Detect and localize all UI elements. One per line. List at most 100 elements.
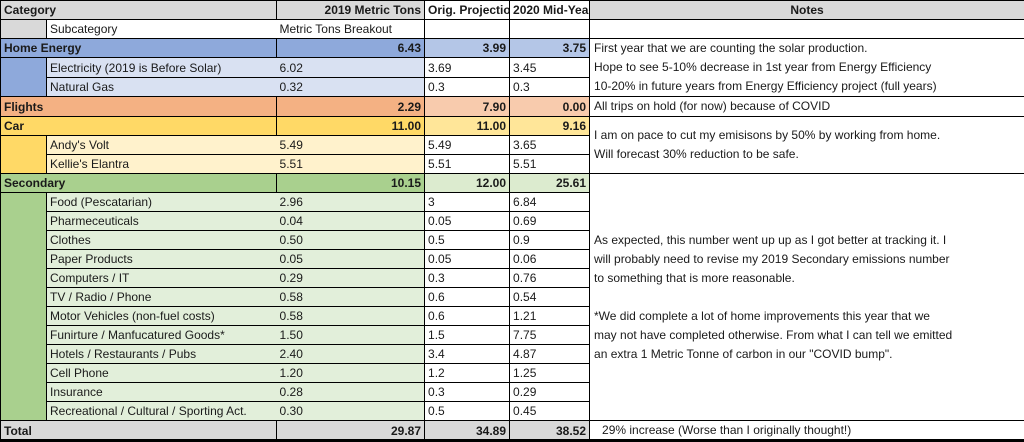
value-mid-cell[interactable]: 0.69 — [509, 211, 591, 231]
secondary-mid-cell[interactable]: 25.61 — [509, 173, 591, 193]
value-mid-cell[interactable]: 7.75 — [509, 325, 591, 345]
value-2019-cell[interactable]: 2.40 — [276, 344, 426, 364]
home-energy-notes-cell[interactable]: First year that we are counting the sola… — [589, 38, 1024, 97]
home-energy-2019-cell[interactable]: 6.43 — [276, 38, 426, 58]
secondary-notes-cell[interactable]: As expected, this number went up up as I… — [589, 173, 1024, 421]
value-mid-cell[interactable]: 1.25 — [509, 363, 591, 383]
value-mid-cell[interactable]: 1.21 — [509, 306, 591, 326]
total-2019-cell[interactable]: 29.87 — [276, 420, 426, 439]
value-proj-cell[interactable]: 1.5 — [424, 325, 511, 345]
value-mid-cell[interactable]: 0.9 — [509, 230, 591, 250]
subcategory-label-cell[interactable]: Pharmeceuticals — [45, 211, 277, 231]
subcategory-label-cell[interactable]: TV / Radio / Phone — [45, 287, 277, 307]
value-2019-cell[interactable]: 5.51 — [276, 154, 426, 174]
value-proj-cell[interactable]: 3.69 — [424, 57, 511, 78]
secondary-label-cell[interactable]: Secondary — [0, 173, 278, 193]
subheader-proj-empty[interactable] — [424, 19, 511, 39]
value-2019-cell[interactable]: 1.20 — [276, 363, 426, 383]
header-2019-metric-tons[interactable]: 2019 Metric Tons — [276, 0, 426, 20]
header-notes[interactable]: Notes — [589, 0, 1024, 20]
home-energy-band[interactable] — [0, 57, 47, 97]
subcategory-label-cell[interactable]: Insurance — [45, 382, 277, 402]
subheader-band[interactable] — [0, 19, 47, 39]
value-2019-cell[interactable]: 0.05 — [276, 249, 426, 269]
value-mid-cell[interactable]: 0.76 — [509, 268, 591, 288]
value-proj-cell[interactable]: 0.5 — [424, 401, 511, 421]
subcategory-label-cell[interactable]: Hotels / Restaurants / Pubs — [45, 344, 277, 364]
total-label-cell[interactable]: Total — [0, 420, 278, 439]
total-notes-cell[interactable]: 29% increase (Worse than I originally th… — [589, 420, 1024, 439]
car-band[interactable] — [0, 135, 47, 174]
value-2019-cell[interactable]: 2.96 — [276, 192, 426, 212]
value-2019-cell[interactable]: 0.30 — [276, 401, 426, 421]
value-proj-cell[interactable]: 5.51 — [424, 154, 511, 174]
subcategory-label-cell[interactable]: Electricity (2019 is Before Solar) — [45, 57, 277, 78]
value-proj-cell[interactable]: 0.3 — [424, 268, 511, 288]
value-proj-cell[interactable]: 0.05 — [424, 249, 511, 269]
car-proj-cell[interactable]: 11.00 — [424, 116, 511, 136]
value-mid-cell[interactable]: 0.54 — [509, 287, 591, 307]
value-mid-cell[interactable]: 3.45 — [509, 57, 591, 78]
subheader-breakout[interactable]: Metric Tons Breakout — [276, 19, 426, 39]
subcategory-label-cell[interactable]: Food (Pescatarian) — [45, 192, 277, 212]
value-mid-cell[interactable]: 3.65 — [509, 135, 591, 155]
secondary-proj-cell[interactable]: 12.00 — [424, 173, 511, 193]
subcategory-label-cell[interactable]: Recreational / Cultural / Sporting Act. — [45, 401, 277, 421]
home-energy-label-cell[interactable]: Home Energy — [0, 38, 278, 58]
value-2019-cell[interactable]: 0.58 — [276, 287, 426, 307]
subcategory-label-cell[interactable]: Clothes — [45, 230, 277, 250]
value-mid-cell[interactable]: 5.51 — [509, 154, 591, 174]
flights-label-cell[interactable]: Flights — [0, 96, 278, 117]
value-proj-cell[interactable]: 0.6 — [424, 287, 511, 307]
value-proj-cell[interactable]: 0.5 — [424, 230, 511, 250]
header-orig-projection[interactable]: Orig. Projection — [424, 0, 511, 20]
subcategory-label-cell[interactable]: Funirture / Manfucatured Goods* — [45, 325, 277, 345]
value-proj-cell[interactable]: 0.3 — [424, 77, 511, 97]
value-2019-cell[interactable]: 0.58 — [276, 306, 426, 326]
value-proj-cell[interactable]: 3 — [424, 192, 511, 212]
value-2019-cell[interactable]: 0.29 — [276, 268, 426, 288]
value-mid-cell[interactable]: 0.06 — [509, 249, 591, 269]
value-mid-cell[interactable]: 4.87 — [509, 344, 591, 364]
subcategory-label-cell[interactable]: Andy's Volt — [45, 135, 277, 155]
value-mid-cell[interactable]: 6.84 — [509, 192, 591, 212]
header-2020-mid-year[interactable]: 2020 Mid-Year — [509, 0, 591, 20]
value-mid-cell[interactable]: 0.45 — [509, 401, 591, 421]
subcategory-label-cell[interactable]: Computers / IT — [45, 268, 277, 288]
car-mid-cell[interactable]: 9.16 — [509, 116, 591, 136]
value-2019-cell[interactable]: 0.50 — [276, 230, 426, 250]
subheader-subcategory[interactable]: Subcategory — [45, 19, 277, 39]
subcategory-label-cell[interactable]: Paper Products — [45, 249, 277, 269]
flights-mid-cell[interactable]: 0.00 — [509, 96, 591, 117]
value-proj-cell[interactable]: 1.2 — [424, 363, 511, 383]
value-proj-cell[interactable]: 0.6 — [424, 306, 511, 326]
car-2019-cell[interactable]: 11.00 — [276, 116, 426, 136]
value-2019-cell[interactable]: 0.04 — [276, 211, 426, 231]
subcategory-label-cell[interactable]: Cell Phone — [45, 363, 277, 383]
subheader-notes-empty[interactable] — [589, 19, 1024, 39]
secondary-band[interactable] — [0, 192, 47, 421]
flights-2019-cell[interactable]: 2.29 — [276, 96, 426, 117]
value-2019-cell[interactable]: 0.32 — [276, 77, 426, 97]
value-2019-cell[interactable]: 6.02 — [276, 57, 426, 78]
value-proj-cell[interactable]: 5.49 — [424, 135, 511, 155]
car-label-cell[interactable]: Car — [0, 116, 278, 136]
value-2019-cell[interactable]: 0.28 — [276, 382, 426, 402]
subcategory-label-cell[interactable]: Kellie's Elantra — [45, 154, 277, 174]
value-mid-cell[interactable]: 0.29 — [509, 382, 591, 402]
car-notes-cell[interactable]: I am on pace to cut my emisisons by 50% … — [589, 116, 1024, 174]
total-mid-cell[interactable]: 38.52 — [509, 420, 591, 439]
flights-proj-cell[interactable]: 7.90 — [424, 96, 511, 117]
home-energy-proj-cell[interactable]: 3.99 — [424, 38, 511, 58]
value-proj-cell[interactable]: 3.4 — [424, 344, 511, 364]
header-category[interactable]: Category — [0, 0, 278, 20]
secondary-2019-cell[interactable]: 10.15 — [276, 173, 426, 193]
value-mid-cell[interactable]: 0.3 — [509, 77, 591, 97]
value-2019-cell[interactable]: 5.49 — [276, 135, 426, 155]
subcategory-label-cell[interactable]: Natural Gas — [45, 77, 277, 97]
home-energy-mid-cell[interactable]: 3.75 — [509, 38, 591, 58]
subheader-mid-empty[interactable] — [509, 19, 591, 39]
total-proj-cell[interactable]: 34.89 — [424, 420, 511, 439]
value-proj-cell[interactable]: 0.3 — [424, 382, 511, 402]
value-2019-cell[interactable]: 1.50 — [276, 325, 426, 345]
